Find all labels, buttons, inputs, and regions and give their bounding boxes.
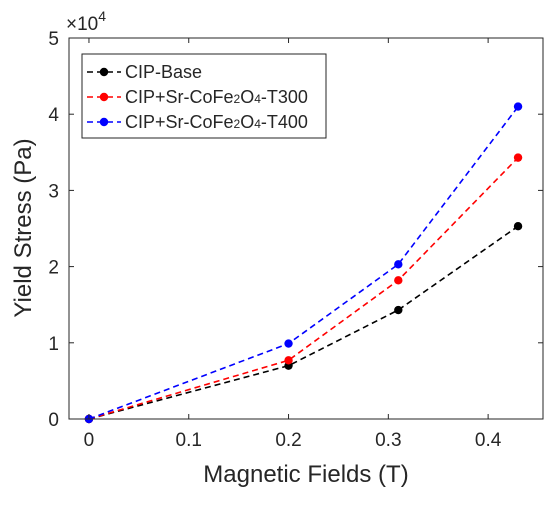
x-tick-label: 0 — [84, 430, 95, 451]
series-line-0 — [88, 225, 519, 420]
series-line-1 — [88, 157, 519, 420]
data-point-series-2 — [394, 260, 403, 269]
series-line-2 — [88, 106, 519, 420]
legend-text: CIP+Sr-CoFe — [125, 112, 234, 132]
x-tick-label: 0.2 — [275, 430, 301, 451]
legend-label-0: CIP-Base — [125, 62, 202, 82]
y-tick-label: 5 — [48, 29, 59, 50]
plot-frame — [68, 37, 544, 420]
data-point-series-1 — [284, 356, 293, 365]
legend-label-2: CIP+Sr-CoFe2O4-T400 — [125, 112, 308, 132]
y-tick-label: 1 — [48, 334, 59, 355]
legend-text: O — [240, 87, 254, 107]
legend-items: CIP-BaseCIP+Sr-CoFe2O4-T300CIP+Sr-CoFe2O… — [87, 62, 308, 132]
y-tick-label: 3 — [48, 181, 59, 202]
y-axis-title: Yield Stress (Pa) — [10, 138, 37, 317]
x-tick-label: 0.1 — [176, 430, 202, 451]
legend-marker-0 — [99, 67, 109, 77]
x-tick-label: 0.3 — [375, 430, 401, 451]
data-point-series-1 — [394, 276, 403, 285]
y-axis-multiplier: ×104 — [66, 8, 106, 35]
legend-text: CIP+Sr-CoFe — [125, 87, 234, 107]
x-axis-title: Magnetic Fields (T) — [203, 461, 408, 488]
data-point-series-0 — [513, 222, 523, 231]
y-axis-multiplier-exponent: 4 — [98, 8, 106, 24]
legend-text: -T400 — [261, 112, 308, 132]
legend: CIP-BaseCIP+Sr-CoFe2O4-T300CIP+Sr-CoFe2O… — [81, 53, 327, 139]
data-point-series-1 — [513, 153, 523, 162]
y-axis-multiplier-base: ×10 — [66, 14, 98, 35]
legend-subscript: 2 — [234, 117, 241, 131]
data-point-series-2 — [513, 102, 523, 111]
data-point-series-0 — [394, 305, 403, 315]
series-layer — [84, 102, 523, 424]
legend-label-1: CIP+Sr-CoFe2O4-T300 — [125, 87, 308, 107]
x-tick-label: 0.4 — [475, 430, 502, 451]
y-tick-label: 4 — [48, 105, 59, 126]
data-point-series-2 — [284, 339, 293, 348]
legend-subscript: 2 — [234, 92, 241, 106]
legend-marker-1 — [99, 92, 109, 102]
legend-text: CIP-Base — [125, 62, 202, 82]
y-tick-label: 0 — [48, 410, 59, 431]
legend-box — [81, 53, 327, 139]
legend-text: -T300 — [261, 87, 308, 107]
legend-marker-2 — [99, 117, 109, 127]
legend-subscript: 4 — [254, 117, 261, 131]
legend-text: O — [240, 112, 254, 132]
legend-subscript: 4 — [254, 92, 261, 106]
axis-ticks: 0 0.1 0.2 0.3 0.4 0 1 2 3 4 5 — [48, 29, 543, 451]
y-tick-label: 2 — [48, 258, 59, 279]
